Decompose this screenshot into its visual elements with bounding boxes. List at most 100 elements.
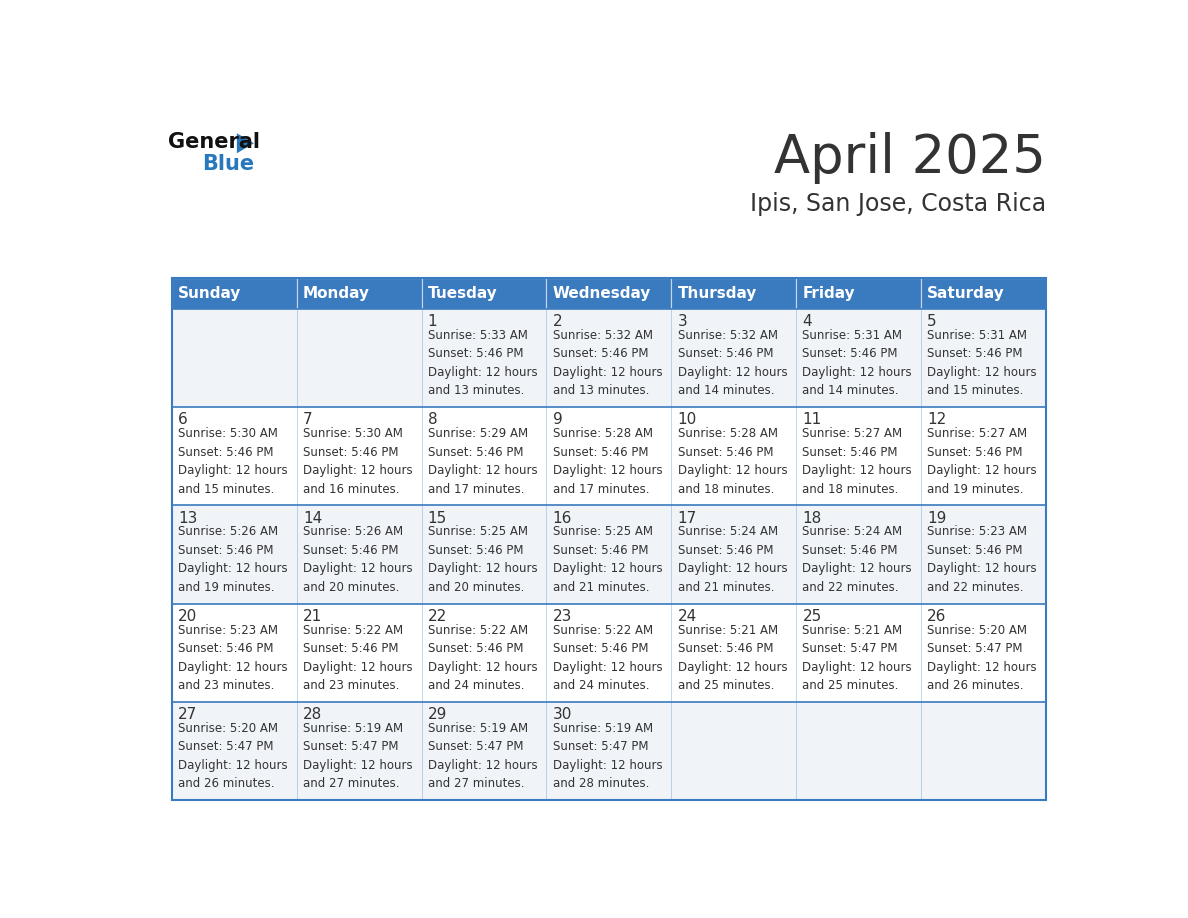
Bar	[921, 407, 1045, 505]
Text: Sunrise: 5:31 AM
Sunset: 5:46 PM
Daylight: 12 hours
and 14 minutes.: Sunrise: 5:31 AM Sunset: 5:46 PM Dayligh…	[802, 329, 912, 397]
Text: Sunrise: 5:33 AM
Sunset: 5:46 PM
Daylight: 12 hours
and 13 minutes.: Sunrise: 5:33 AM Sunset: 5:46 PM Dayligh…	[428, 329, 537, 397]
Text: 7: 7	[303, 412, 312, 428]
Text: Sunrise: 5:19 AM
Sunset: 5:47 PM
Daylight: 12 hours
and 28 minutes.: Sunrise: 5:19 AM Sunset: 5:47 PM Dayligh…	[552, 722, 662, 790]
Text: 14: 14	[303, 510, 322, 526]
Text: 17: 17	[677, 510, 697, 526]
Bar	[796, 505, 921, 603]
Text: 8: 8	[428, 412, 437, 428]
Text: Sunrise: 5:30 AM
Sunset: 5:46 PM
Daylight: 12 hours
and 16 minutes.: Sunrise: 5:30 AM Sunset: 5:46 PM Dayligh…	[303, 427, 412, 496]
Bar	[297, 702, 422, 800]
Bar	[422, 278, 546, 308]
Bar	[172, 603, 297, 702]
Text: Sunrise: 5:19 AM
Sunset: 5:47 PM
Daylight: 12 hours
and 27 minutes.: Sunrise: 5:19 AM Sunset: 5:47 PM Dayligh…	[428, 722, 537, 790]
Bar	[546, 308, 671, 407]
Text: 3: 3	[677, 314, 688, 330]
Polygon shape	[236, 133, 254, 153]
Bar	[422, 505, 546, 603]
Text: Thursday: Thursday	[677, 285, 757, 301]
Text: Wednesday: Wednesday	[552, 285, 651, 301]
Bar	[921, 505, 1045, 603]
Text: Tuesday: Tuesday	[428, 285, 498, 301]
Text: Sunrise: 5:30 AM
Sunset: 5:46 PM
Daylight: 12 hours
and 15 minutes.: Sunrise: 5:30 AM Sunset: 5:46 PM Dayligh…	[178, 427, 287, 496]
Text: Sunday: Sunday	[178, 285, 241, 301]
Bar	[172, 308, 297, 407]
Bar	[422, 407, 546, 505]
Bar	[297, 278, 422, 308]
Text: Sunrise: 5:23 AM
Sunset: 5:46 PM
Daylight: 12 hours
and 22 minutes.: Sunrise: 5:23 AM Sunset: 5:46 PM Dayligh…	[928, 525, 1037, 594]
Bar	[671, 407, 796, 505]
Text: Sunrise: 5:28 AM
Sunset: 5:46 PM
Daylight: 12 hours
and 18 minutes.: Sunrise: 5:28 AM Sunset: 5:46 PM Dayligh…	[677, 427, 788, 496]
Text: Sunrise: 5:22 AM
Sunset: 5:46 PM
Daylight: 12 hours
and 23 minutes.: Sunrise: 5:22 AM Sunset: 5:46 PM Dayligh…	[303, 623, 412, 692]
Bar	[546, 505, 671, 603]
Bar	[921, 308, 1045, 407]
Text: 20: 20	[178, 609, 197, 624]
Text: Sunrise: 5:22 AM
Sunset: 5:46 PM
Daylight: 12 hours
and 24 minutes.: Sunrise: 5:22 AM Sunset: 5:46 PM Dayligh…	[552, 623, 662, 692]
Text: Saturday: Saturday	[928, 285, 1005, 301]
Text: 18: 18	[802, 510, 822, 526]
Text: 10: 10	[677, 412, 697, 428]
Text: Friday: Friday	[802, 285, 855, 301]
Bar	[422, 308, 546, 407]
Text: 23: 23	[552, 609, 573, 624]
Text: Sunrise: 5:20 AM
Sunset: 5:47 PM
Daylight: 12 hours
and 26 minutes.: Sunrise: 5:20 AM Sunset: 5:47 PM Dayligh…	[178, 722, 287, 790]
Text: Sunrise: 5:25 AM
Sunset: 5:46 PM
Daylight: 12 hours
and 20 minutes.: Sunrise: 5:25 AM Sunset: 5:46 PM Dayligh…	[428, 525, 537, 594]
Text: Sunrise: 5:27 AM
Sunset: 5:46 PM
Daylight: 12 hours
and 19 minutes.: Sunrise: 5:27 AM Sunset: 5:46 PM Dayligh…	[928, 427, 1037, 496]
Text: 11: 11	[802, 412, 822, 428]
Text: Sunrise: 5:32 AM
Sunset: 5:46 PM
Daylight: 12 hours
and 13 minutes.: Sunrise: 5:32 AM Sunset: 5:46 PM Dayligh…	[552, 329, 662, 397]
Bar	[546, 603, 671, 702]
Text: Sunrise: 5:25 AM
Sunset: 5:46 PM
Daylight: 12 hours
and 21 minutes.: Sunrise: 5:25 AM Sunset: 5:46 PM Dayligh…	[552, 525, 662, 594]
Bar	[671, 603, 796, 702]
Bar	[297, 505, 422, 603]
Bar	[796, 603, 921, 702]
Bar	[546, 407, 671, 505]
Text: Sunrise: 5:20 AM
Sunset: 5:47 PM
Daylight: 12 hours
and 26 minutes.: Sunrise: 5:20 AM Sunset: 5:47 PM Dayligh…	[928, 623, 1037, 692]
Text: 21: 21	[303, 609, 322, 624]
Text: General: General	[168, 131, 260, 151]
Text: Sunrise: 5:24 AM
Sunset: 5:46 PM
Daylight: 12 hours
and 22 minutes.: Sunrise: 5:24 AM Sunset: 5:46 PM Dayligh…	[802, 525, 912, 594]
Text: Sunrise: 5:29 AM
Sunset: 5:46 PM
Daylight: 12 hours
and 17 minutes.: Sunrise: 5:29 AM Sunset: 5:46 PM Dayligh…	[428, 427, 537, 496]
Text: Sunrise: 5:21 AM
Sunset: 5:46 PM
Daylight: 12 hours
and 25 minutes.: Sunrise: 5:21 AM Sunset: 5:46 PM Dayligh…	[677, 623, 788, 692]
Text: 2: 2	[552, 314, 562, 330]
Text: Sunrise: 5:32 AM
Sunset: 5:46 PM
Daylight: 12 hours
and 14 minutes.: Sunrise: 5:32 AM Sunset: 5:46 PM Dayligh…	[677, 329, 788, 397]
Text: 29: 29	[428, 707, 447, 722]
Bar	[422, 702, 546, 800]
Text: 13: 13	[178, 510, 197, 526]
Text: 26: 26	[928, 609, 947, 624]
Bar	[297, 603, 422, 702]
Text: 5: 5	[928, 314, 937, 330]
Text: Monday: Monday	[303, 285, 369, 301]
Text: Sunrise: 5:27 AM
Sunset: 5:46 PM
Daylight: 12 hours
and 18 minutes.: Sunrise: 5:27 AM Sunset: 5:46 PM Dayligh…	[802, 427, 912, 496]
Text: 15: 15	[428, 510, 447, 526]
Text: 28: 28	[303, 707, 322, 722]
Bar	[671, 505, 796, 603]
Text: 25: 25	[802, 609, 822, 624]
Text: 30: 30	[552, 707, 573, 722]
Text: Sunrise: 5:28 AM
Sunset: 5:46 PM
Daylight: 12 hours
and 17 minutes.: Sunrise: 5:28 AM Sunset: 5:46 PM Dayligh…	[552, 427, 662, 496]
Text: 12: 12	[928, 412, 947, 428]
Bar	[921, 702, 1045, 800]
Text: 27: 27	[178, 707, 197, 722]
Bar	[172, 505, 297, 603]
Text: 4: 4	[802, 314, 813, 330]
Bar	[172, 278, 1045, 800]
Text: Sunrise: 5:26 AM
Sunset: 5:46 PM
Daylight: 12 hours
and 20 minutes.: Sunrise: 5:26 AM Sunset: 5:46 PM Dayligh…	[303, 525, 412, 594]
Bar	[546, 278, 671, 308]
Text: 6: 6	[178, 412, 188, 428]
Text: Ipis, San Jose, Costa Rica: Ipis, San Jose, Costa Rica	[750, 192, 1045, 216]
Bar	[172, 278, 297, 308]
Bar	[921, 603, 1045, 702]
Text: 24: 24	[677, 609, 697, 624]
Bar	[796, 702, 921, 800]
Text: Sunrise: 5:26 AM
Sunset: 5:46 PM
Daylight: 12 hours
and 19 minutes.: Sunrise: 5:26 AM Sunset: 5:46 PM Dayligh…	[178, 525, 287, 594]
Text: 19: 19	[928, 510, 947, 526]
Bar	[297, 407, 422, 505]
Bar	[671, 278, 796, 308]
Text: Sunrise: 5:24 AM
Sunset: 5:46 PM
Daylight: 12 hours
and 21 minutes.: Sunrise: 5:24 AM Sunset: 5:46 PM Dayligh…	[677, 525, 788, 594]
Text: Sunrise: 5:21 AM
Sunset: 5:47 PM
Daylight: 12 hours
and 25 minutes.: Sunrise: 5:21 AM Sunset: 5:47 PM Dayligh…	[802, 623, 912, 692]
Bar	[546, 702, 671, 800]
Bar	[422, 603, 546, 702]
Text: 16: 16	[552, 510, 573, 526]
Bar	[671, 702, 796, 800]
Bar	[671, 308, 796, 407]
Text: 22: 22	[428, 609, 447, 624]
